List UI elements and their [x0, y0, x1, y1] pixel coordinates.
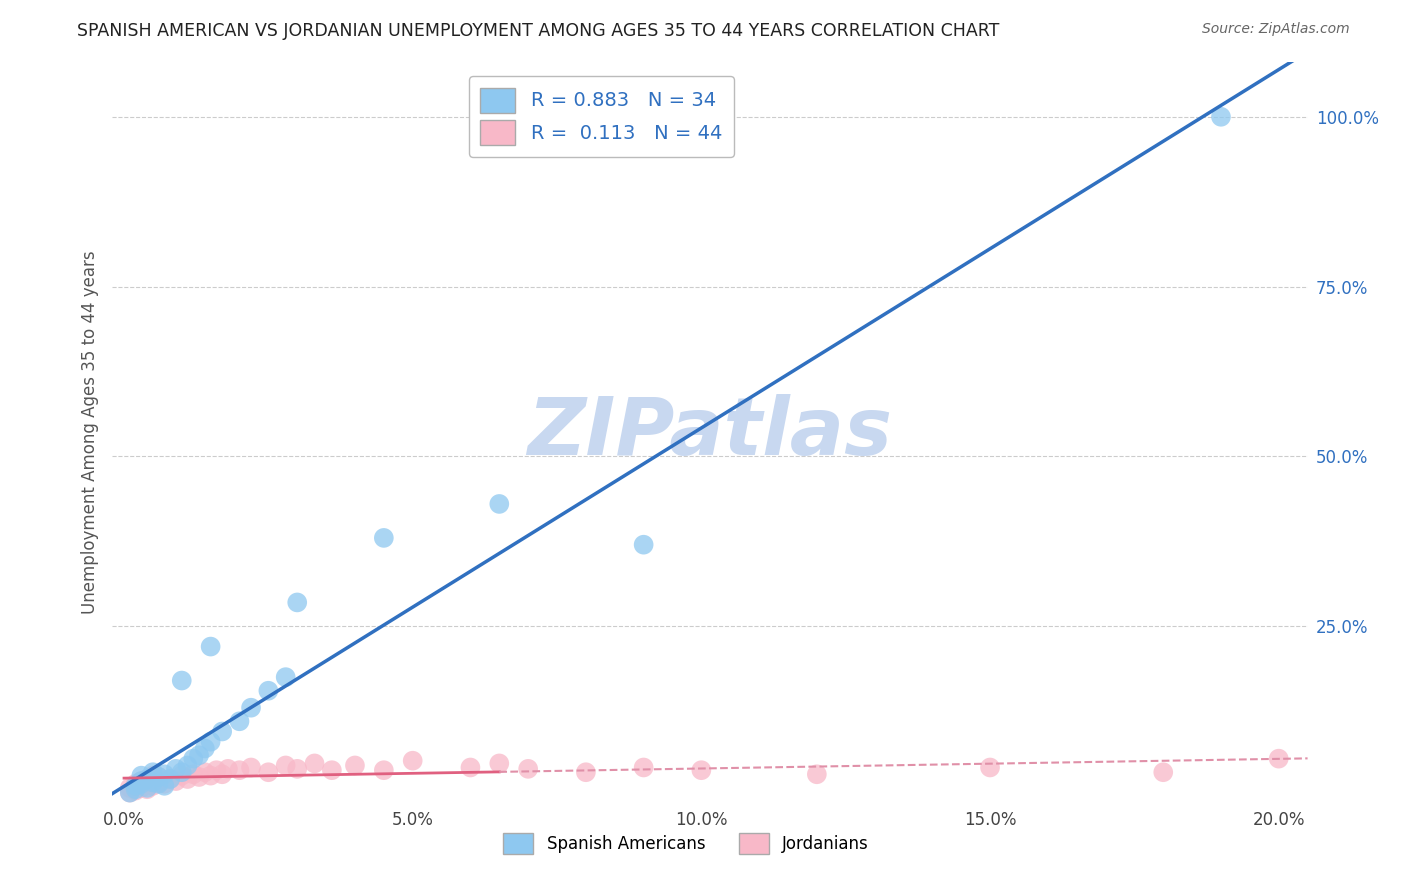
Point: [200, 640, 222, 654]
Point: [136, 780, 159, 795]
Point: [460, 760, 482, 774]
Y-axis label: Unemployment Among Ages 35 to 44 years: Unemployment Among Ages 35 to 44 years: [80, 251, 98, 615]
Point: [142, 769, 165, 783]
Point: [136, 772, 159, 786]
Point: [124, 783, 146, 797]
Point: [274, 758, 297, 772]
Point: [176, 772, 198, 786]
Point: [321, 763, 343, 777]
Point: [488, 756, 510, 771]
Point: [257, 765, 280, 780]
Point: [165, 774, 187, 789]
Point: [124, 779, 146, 793]
Point: [131, 777, 153, 791]
Point: [124, 777, 146, 791]
Point: [304, 756, 326, 771]
Point: [131, 769, 153, 783]
Point: [373, 763, 395, 777]
Point: [118, 780, 141, 795]
Point: [181, 752, 204, 766]
Point: [373, 531, 395, 545]
Point: [118, 786, 141, 800]
Point: [159, 772, 181, 786]
Point: [148, 770, 170, 784]
Point: [402, 754, 425, 768]
Point: [176, 758, 198, 772]
Point: [1152, 765, 1174, 780]
Point: [517, 762, 540, 776]
Point: [575, 765, 598, 780]
Point: [131, 774, 153, 789]
Point: [170, 765, 193, 780]
Point: [200, 734, 222, 748]
Point: [118, 786, 141, 800]
Point: [257, 683, 280, 698]
Point: [285, 595, 308, 609]
Point: [211, 767, 233, 781]
Point: [124, 782, 146, 797]
Point: [188, 748, 211, 763]
Text: Source: ZipAtlas.com: Source: ZipAtlas.com: [1202, 22, 1350, 37]
Point: [142, 779, 165, 793]
Point: [148, 775, 170, 789]
Point: [136, 782, 159, 797]
Point: [142, 775, 165, 789]
Point: [170, 673, 193, 688]
Point: [153, 767, 176, 781]
Point: [205, 763, 228, 777]
Text: ZIPatlas: ZIPatlas: [527, 393, 893, 472]
Point: [211, 724, 233, 739]
Point: [240, 700, 263, 714]
Point: [188, 770, 211, 784]
Point: [285, 762, 308, 776]
Point: [181, 767, 204, 781]
Point: [194, 741, 217, 756]
Point: [806, 767, 828, 781]
Text: SPANISH AMERICAN VS JORDANIAN UNEMPLOYMENT AMONG AGES 35 TO 44 YEARS CORRELATION: SPANISH AMERICAN VS JORDANIAN UNEMPLOYME…: [77, 22, 1000, 40]
Point: [690, 763, 713, 777]
Point: [274, 670, 297, 684]
Point: [1267, 752, 1289, 766]
Point: [228, 763, 250, 777]
Point: [633, 760, 655, 774]
Point: [165, 762, 187, 776]
Point: [343, 758, 366, 772]
Point: [979, 760, 1001, 774]
Point: [148, 770, 170, 784]
Point: [153, 779, 176, 793]
Point: [194, 765, 217, 780]
Point: [217, 762, 239, 776]
Point: [633, 538, 655, 552]
Point: [1209, 110, 1232, 124]
Point: [200, 769, 222, 783]
Point: [170, 769, 193, 783]
Point: [142, 765, 165, 780]
Point: [240, 760, 263, 774]
Legend: Spanish Americans, Jordanians: Spanish Americans, Jordanians: [496, 826, 876, 861]
Point: [131, 774, 153, 789]
Point: [228, 714, 250, 729]
Point: [488, 497, 510, 511]
Point: [136, 772, 159, 786]
Point: [159, 772, 181, 786]
Point: [131, 780, 153, 795]
Point: [148, 777, 170, 791]
Point: [153, 777, 176, 791]
